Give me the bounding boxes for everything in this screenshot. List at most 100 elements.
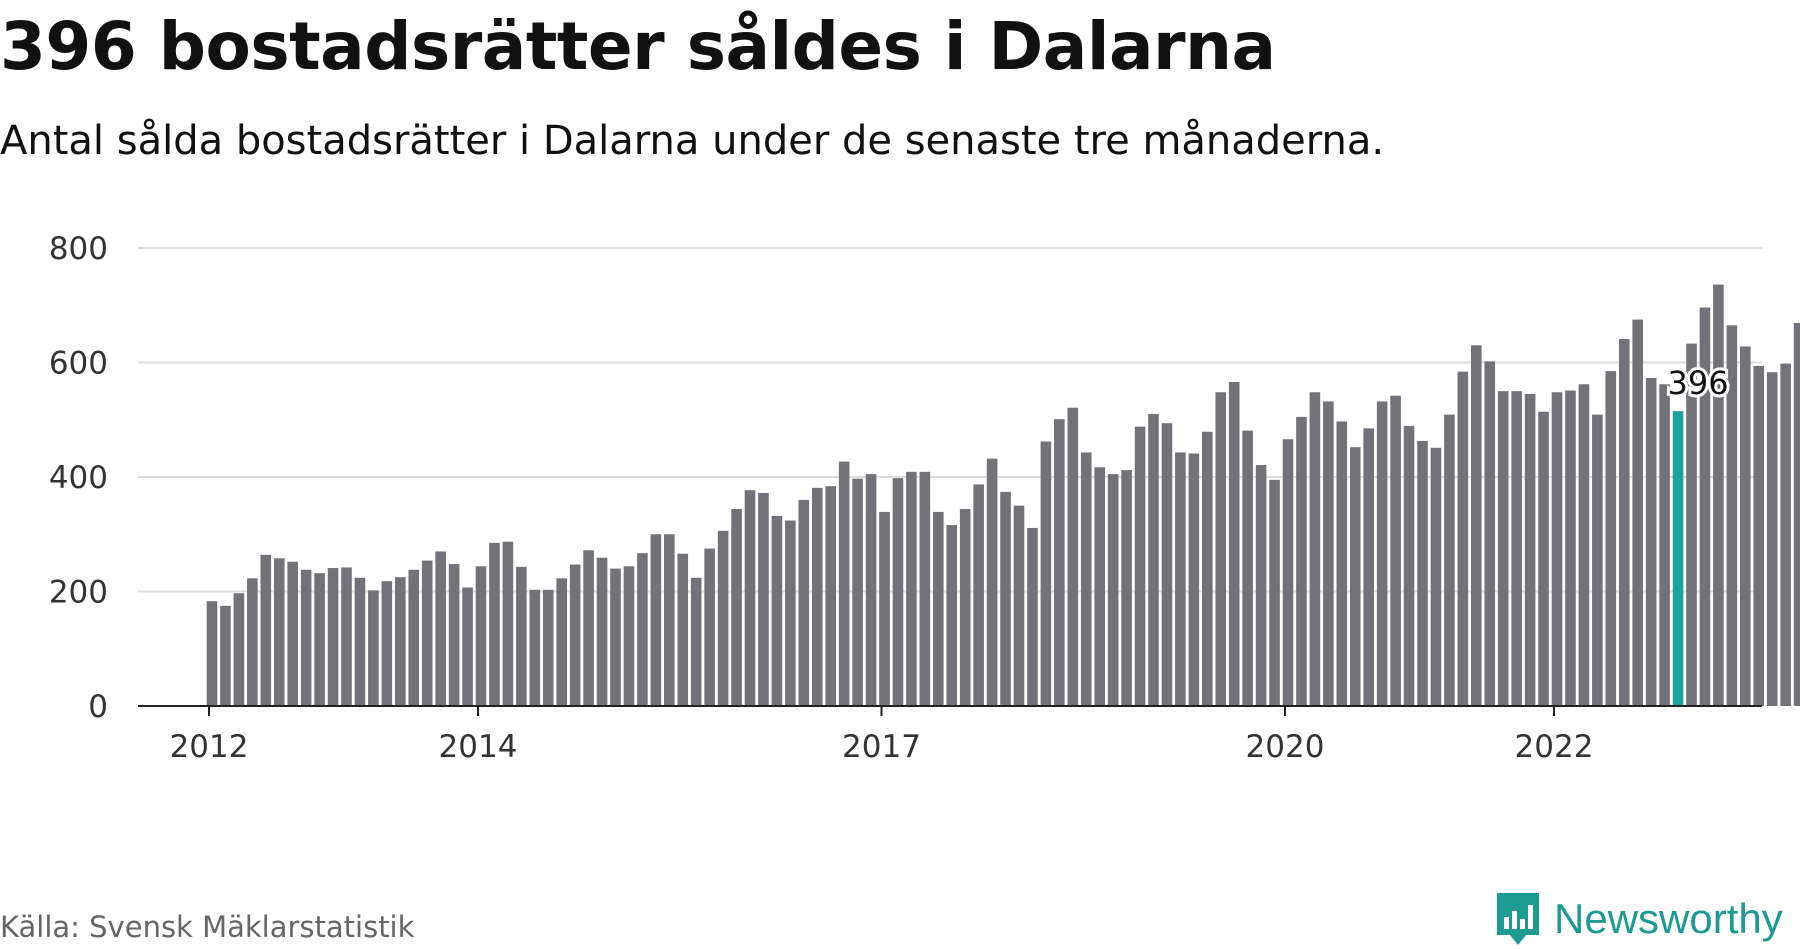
bar <box>933 511 944 706</box>
bar <box>1013 505 1025 706</box>
bar <box>556 578 567 706</box>
bar <box>341 567 352 706</box>
bar <box>247 578 258 706</box>
bar <box>731 509 742 706</box>
bar <box>1524 393 1536 706</box>
bar <box>1255 464 1267 706</box>
bar <box>1000 491 1011 706</box>
bar <box>1740 346 1751 706</box>
bar <box>489 542 500 706</box>
bar <box>395 577 406 706</box>
bar <box>1363 428 1374 706</box>
bar <box>1403 426 1415 706</box>
bar <box>1793 322 1800 706</box>
bar <box>421 560 433 706</box>
bar <box>1349 447 1361 706</box>
bar <box>1309 392 1321 706</box>
bar <box>677 553 689 706</box>
chart-title: 396 bostadsrätter såldes i Dalarna <box>0 8 1276 85</box>
bar <box>542 589 554 706</box>
bar <box>220 605 231 706</box>
bar <box>368 590 379 706</box>
bar <box>865 474 877 706</box>
bar <box>1686 343 1697 706</box>
bar <box>502 541 514 706</box>
bar <box>704 548 715 706</box>
bar <box>1713 284 1724 706</box>
bar <box>569 564 581 706</box>
bar <box>1699 307 1711 706</box>
bar <box>1659 384 1670 706</box>
bar <box>1296 416 1307 706</box>
bar <box>1336 421 1348 706</box>
bar <box>1592 414 1603 706</box>
bar <box>354 577 366 706</box>
y-tick-label: 800 <box>49 231 108 267</box>
bar <box>986 458 998 706</box>
bar <box>1538 411 1549 706</box>
brand-name: Newsworthy <box>1554 895 1783 942</box>
bar <box>1565 390 1576 706</box>
bar <box>1080 452 1092 706</box>
bar <box>650 534 662 706</box>
bar <box>1511 391 1522 706</box>
bar <box>1148 414 1159 706</box>
bar <box>771 515 783 706</box>
bar <box>1457 371 1469 706</box>
x-tick-label: 2014 <box>439 729 518 765</box>
bar <box>300 569 312 706</box>
bar <box>1242 430 1253 706</box>
bar <box>664 534 675 706</box>
bar <box>690 577 702 706</box>
source-note: Källa: Svensk Mäklarstatistik <box>0 910 415 944</box>
bar <box>1215 392 1227 706</box>
bar <box>1551 392 1563 706</box>
bar <box>1134 426 1146 706</box>
bar <box>1094 467 1105 706</box>
bar <box>892 478 904 706</box>
highlight-data-label: 396 <box>1668 364 1729 402</box>
bar <box>811 487 823 706</box>
bar <box>1121 470 1132 706</box>
bar <box>1376 401 1388 706</box>
bar <box>381 581 393 706</box>
bar <box>946 525 958 706</box>
bar <box>1161 423 1173 706</box>
bar <box>838 461 850 706</box>
bar <box>287 561 298 706</box>
y-tick-label: 400 <box>49 460 108 496</box>
bar <box>1632 319 1643 706</box>
x-tick-label: 2017 <box>842 729 921 765</box>
bar <box>1645 377 1657 706</box>
bar <box>1444 414 1455 706</box>
labels: 0 200 400 600 800 2012 2014 2017 2020 2022 396 <box>49 231 1732 765</box>
bar <box>1605 371 1617 706</box>
bar <box>1027 527 1038 706</box>
bar <box>919 471 931 706</box>
bar <box>596 557 608 706</box>
bar <box>1471 345 1482 706</box>
x-tick-label: 2020 <box>1246 729 1325 765</box>
bar <box>1054 419 1065 706</box>
bar <box>906 471 917 706</box>
x-tick-label: 2022 <box>1515 729 1594 765</box>
bar <box>852 478 863 706</box>
bars <box>206 284 1800 706</box>
bar <box>233 593 245 706</box>
bar <box>785 520 796 706</box>
bar <box>1618 339 1630 706</box>
bar <box>1228 381 1240 706</box>
bar <box>758 493 769 706</box>
bar-chart-speech-bubble-icon <box>1497 893 1539 945</box>
bar <box>206 601 218 706</box>
axes <box>138 705 1762 716</box>
bar <box>1780 363 1791 706</box>
bar <box>1726 325 1738 706</box>
chart-subtitle: Antal sålda bostadsrätter i Dalarna unde… <box>0 118 1385 164</box>
bar <box>273 558 285 706</box>
bar <box>798 499 810 706</box>
bar <box>1188 453 1200 706</box>
bar-highlight <box>1672 411 1684 706</box>
bar <box>1390 395 1401 706</box>
bar <box>475 566 487 706</box>
